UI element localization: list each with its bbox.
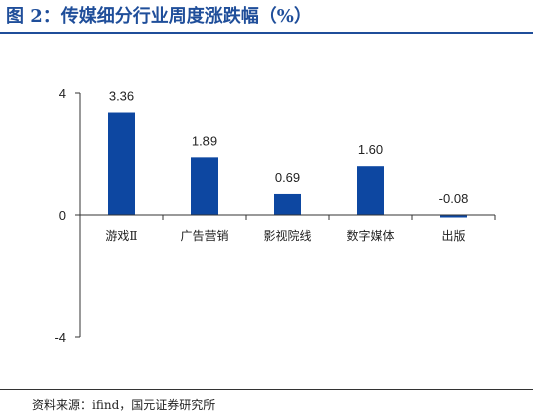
- data-label: 0.69: [275, 170, 300, 185]
- x-axis: 游戏Ⅱ 广告营销 影视院线 数字媒体 出版: [80, 214, 496, 243]
- y-axis: 4 0 -4: [54, 86, 81, 345]
- source-divider: [0, 389, 533, 390]
- category-label: 游戏Ⅱ: [105, 229, 137, 243]
- category-label: 出版: [441, 229, 465, 243]
- data-label: 3.36: [109, 89, 134, 104]
- y-tick-label: -4: [54, 330, 66, 345]
- category-label: 广告营销: [180, 229, 228, 243]
- category-label: 影视院线: [263, 228, 311, 243]
- category-label: 数字媒体: [346, 228, 394, 243]
- bar: [191, 157, 218, 215]
- y-tick-label: 4: [59, 86, 66, 101]
- bar: [274, 193, 301, 215]
- source-note: 资料来源：ifind，国元证券研究所: [32, 398, 216, 412]
- bar: [357, 166, 384, 215]
- data-label: 1.89: [192, 133, 217, 148]
- data-labels: 3.36 1.89 0.69 1.60 -0.08: [109, 89, 468, 206]
- chart-title: 图 2：传媒细分行业周度涨跌幅（%）: [6, 6, 312, 27]
- bar: [108, 112, 135, 215]
- bar-chart: 4 0 -4 3.36 1.89 0.69 1.60 -0.08 游戏Ⅱ 广告营销 影视院线 数字…: [54, 86, 496, 345]
- bars: [108, 112, 467, 218]
- title-underline: [0, 32, 533, 34]
- data-label: -0.08: [439, 191, 469, 206]
- data-label: 1.60: [358, 142, 383, 157]
- bar: [440, 215, 467, 218]
- y-tick-label: 0: [59, 208, 66, 223]
